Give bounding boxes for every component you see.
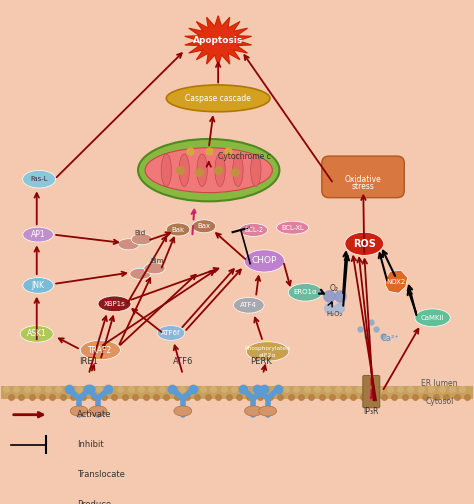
Ellipse shape (166, 223, 190, 236)
Text: Fas-L: Fas-L (30, 176, 48, 182)
Ellipse shape (145, 148, 273, 193)
Ellipse shape (233, 154, 243, 186)
FancyBboxPatch shape (322, 156, 404, 198)
Ellipse shape (415, 309, 450, 327)
Text: JNK: JNK (32, 281, 45, 290)
Ellipse shape (197, 154, 207, 186)
Text: H₂O₂: H₂O₂ (326, 311, 342, 318)
Text: Bim: Bim (150, 258, 164, 264)
Ellipse shape (246, 342, 289, 361)
Text: Phosphorylated: Phosphorylated (245, 346, 291, 351)
Ellipse shape (138, 139, 279, 201)
Text: eIF2α: eIF2α (259, 353, 276, 358)
Text: O₂: O₂ (330, 284, 339, 293)
Text: Caspase cascade: Caspase cascade (185, 94, 251, 103)
Text: ERO1α: ERO1α (293, 289, 317, 295)
Text: Translocate: Translocate (77, 470, 125, 479)
Text: TRAF2: TRAF2 (88, 346, 112, 354)
Text: ASK1: ASK1 (27, 330, 46, 338)
Ellipse shape (80, 340, 120, 360)
Ellipse shape (23, 278, 54, 293)
Text: ROS: ROS (353, 239, 376, 249)
Ellipse shape (345, 232, 383, 256)
Ellipse shape (70, 406, 88, 416)
Text: CaMKII: CaMKII (421, 314, 444, 321)
Text: Produce: Produce (77, 500, 111, 504)
Text: ATF4: ATF4 (240, 302, 257, 308)
Ellipse shape (161, 154, 172, 186)
Ellipse shape (234, 297, 264, 313)
Text: Bid: Bid (135, 230, 146, 236)
Text: IP₃R: IP₃R (364, 407, 379, 415)
Ellipse shape (192, 220, 216, 233)
Text: Inhibit: Inhibit (77, 440, 103, 449)
Ellipse shape (118, 239, 139, 250)
Text: IRE1: IRE1 (79, 357, 98, 366)
Text: ATF6f: ATF6f (161, 330, 181, 336)
FancyBboxPatch shape (363, 375, 380, 408)
Ellipse shape (179, 154, 190, 186)
Ellipse shape (166, 85, 270, 112)
Ellipse shape (144, 263, 165, 274)
Ellipse shape (174, 406, 192, 416)
Ellipse shape (130, 268, 151, 279)
Text: NOX2: NOX2 (387, 279, 406, 285)
Ellipse shape (245, 406, 263, 416)
Polygon shape (385, 270, 408, 293)
Ellipse shape (244, 250, 284, 272)
Ellipse shape (251, 154, 261, 186)
Text: BCL-2: BCL-2 (244, 227, 263, 233)
Text: Oxidative: Oxidative (345, 175, 382, 183)
Text: AP1: AP1 (31, 230, 46, 239)
Ellipse shape (23, 170, 55, 188)
Polygon shape (185, 16, 252, 66)
Text: XBP1s: XBP1s (104, 301, 125, 307)
Ellipse shape (157, 326, 185, 340)
Ellipse shape (239, 223, 268, 236)
Text: Apoptosis: Apoptosis (193, 36, 243, 45)
Ellipse shape (98, 296, 131, 311)
Text: Cytosol: Cytosol (426, 397, 454, 406)
Ellipse shape (288, 284, 322, 301)
Ellipse shape (259, 406, 277, 416)
Ellipse shape (131, 234, 153, 245)
Text: Bax: Bax (198, 223, 210, 229)
FancyBboxPatch shape (1, 386, 473, 399)
Text: BCL-XL: BCL-XL (281, 225, 304, 231)
Ellipse shape (215, 154, 225, 186)
Text: stress: stress (352, 181, 375, 191)
Text: Cytochrome c: Cytochrome c (218, 152, 271, 161)
Ellipse shape (277, 221, 309, 234)
Text: ATF6: ATF6 (173, 357, 193, 366)
Text: Activate: Activate (77, 410, 111, 419)
Text: PERK: PERK (250, 357, 272, 366)
Ellipse shape (89, 406, 107, 416)
Text: ER lumen: ER lumen (421, 379, 458, 388)
Text: Bak: Bak (172, 226, 185, 232)
Text: CHOP: CHOP (252, 257, 277, 266)
Text: Ca²⁺: Ca²⁺ (381, 334, 400, 343)
Ellipse shape (23, 227, 54, 242)
Ellipse shape (20, 326, 53, 342)
